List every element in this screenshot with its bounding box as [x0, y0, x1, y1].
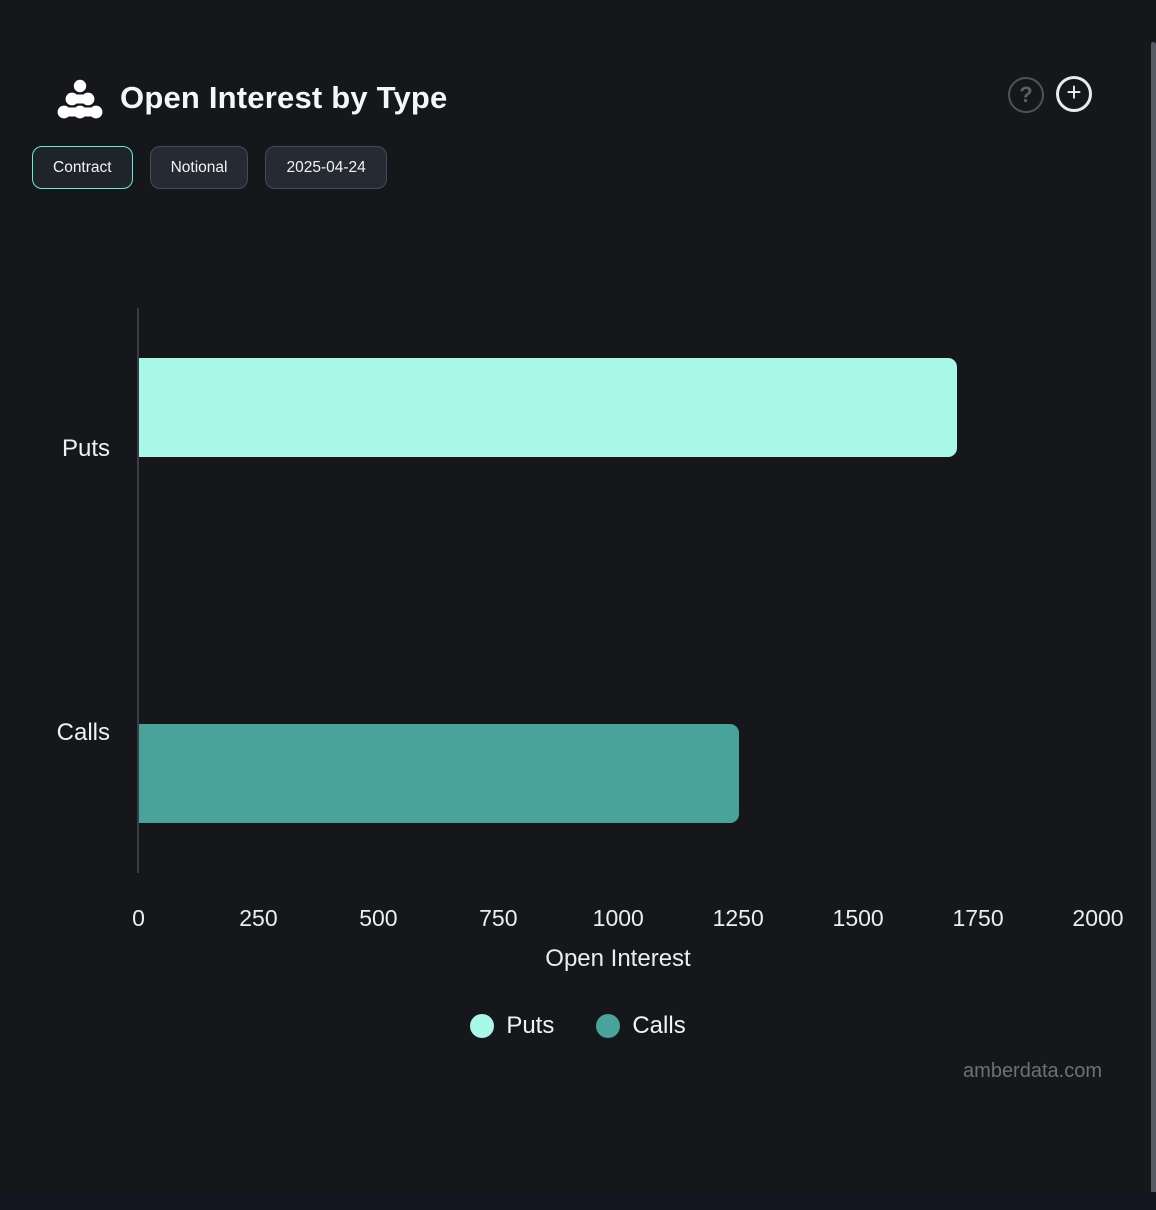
plus-icon: + [1066, 77, 1082, 107]
x-tick-label: 1500 [832, 905, 884, 931]
x-tick-label: 1750 [952, 905, 1004, 931]
x-tick-label: 2000 [1072, 905, 1124, 931]
legend-label: Calls [632, 1012, 686, 1039]
question-mark-icon: ? [1019, 82, 1033, 107]
y-axis-label-calls: Calls [56, 719, 110, 746]
legend-dot-icon [596, 1014, 621, 1038]
amberdata-logo-icon [57, 79, 103, 119]
help-button[interactable]: ? [1008, 77, 1044, 113]
header: Open Interest by Type ? + [0, 0, 1156, 140]
x-axis-title: Open Interest [545, 945, 691, 972]
y-axis-line [137, 308, 139, 873]
y-axis-label-puts: Puts [61, 435, 110, 462]
x-tick-label: 0 [132, 905, 145, 931]
chart-legend: Puts Calls [0, 1012, 1156, 1040]
legend-item-puts[interactable]: Puts [470, 1012, 554, 1040]
date-select-button[interactable]: 2025-04-24 [265, 146, 387, 189]
bar-calls[interactable] [139, 724, 739, 823]
bar-puts[interactable] [139, 358, 957, 457]
legend-dot-icon [470, 1014, 495, 1038]
x-tick-label: 1250 [712, 905, 764, 931]
legend-item-calls[interactable]: Calls [596, 1012, 686, 1040]
x-tick-label: 250 [239, 905, 278, 931]
vertical-scrollbar[interactable] [1151, 42, 1156, 1210]
notional-toggle-button[interactable]: Notional [149, 146, 249, 189]
controls-row: Contract Notional 2025-04-24 [32, 146, 387, 189]
contract-toggle-button[interactable]: Contract [32, 146, 133, 189]
x-tick-label: 1000 [592, 905, 644, 931]
open-interest-bar-chart: Open Interest Puts Calls 0 250 500 750 1000 125… [56, 308, 1124, 972]
x-tick-label: 500 [359, 905, 398, 931]
page-title: Open Interest by Type [120, 80, 448, 115]
bottom-strip [0, 1192, 1156, 1210]
add-button[interactable]: + [1056, 76, 1092, 112]
legend-label: Puts [506, 1012, 555, 1039]
watermark: amberdata.com [963, 1060, 1102, 1082]
x-tick-label: 750 [479, 905, 518, 931]
